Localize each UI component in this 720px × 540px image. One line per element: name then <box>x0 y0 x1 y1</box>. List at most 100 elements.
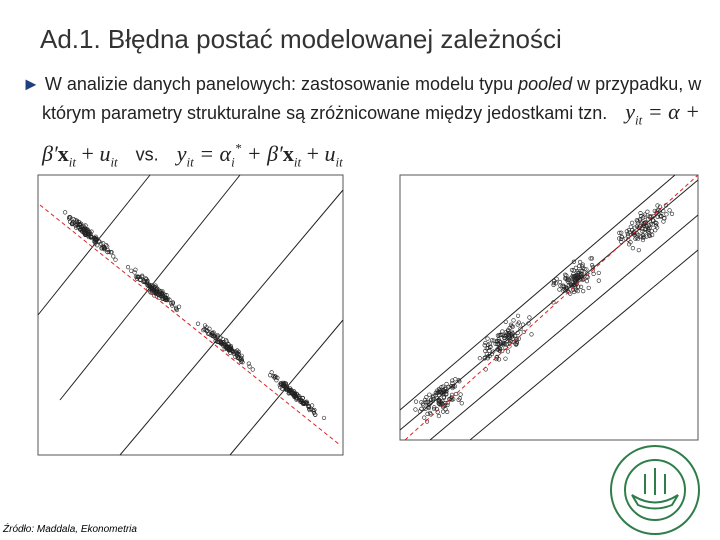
dot <box>484 351 489 357</box>
dot <box>667 208 672 213</box>
dot <box>577 259 583 265</box>
dot <box>83 223 88 228</box>
dot <box>491 338 496 343</box>
dot <box>427 410 433 416</box>
dot <box>571 289 577 295</box>
dot <box>577 273 582 278</box>
dot <box>422 415 427 420</box>
dot <box>437 398 442 403</box>
dot <box>439 390 444 395</box>
dot <box>450 384 455 389</box>
dot <box>99 246 105 251</box>
dot <box>236 352 241 357</box>
dot <box>482 356 487 361</box>
dot <box>642 212 648 217</box>
dot <box>640 237 646 243</box>
dot <box>210 330 215 335</box>
dot <box>444 386 449 391</box>
plot-frame <box>37 174 344 456</box>
dot <box>221 340 226 345</box>
dot <box>554 276 559 282</box>
dot <box>504 333 509 338</box>
formula-part: * <box>234 140 242 156</box>
dot <box>413 407 418 412</box>
dot <box>638 213 644 219</box>
dot <box>321 415 327 421</box>
dot <box>159 291 164 296</box>
dot <box>502 335 507 340</box>
dot <box>558 283 563 288</box>
dot <box>284 385 289 390</box>
dot <box>145 279 150 284</box>
bullet-marker: ► <box>22 74 40 94</box>
dot <box>644 234 649 239</box>
formula-part: + <box>76 140 100 166</box>
dot <box>447 397 452 402</box>
dot <box>74 219 79 224</box>
dot <box>453 391 459 397</box>
dot <box>215 339 221 344</box>
dot <box>444 381 449 387</box>
formula: yit = αi* + β′xit + uit <box>176 140 343 170</box>
dot <box>427 392 432 397</box>
dot <box>144 282 149 287</box>
formula-part: it <box>293 154 302 170</box>
dot <box>493 341 498 347</box>
dot <box>578 284 584 290</box>
dot <box>560 283 565 288</box>
dot <box>646 217 651 222</box>
dot <box>643 226 648 231</box>
formula-part: y <box>625 99 635 124</box>
dot <box>224 339 229 344</box>
dot <box>477 356 482 361</box>
dot <box>638 217 643 222</box>
dot <box>505 349 511 354</box>
dot <box>518 326 523 331</box>
dot <box>89 234 94 239</box>
dot <box>487 341 492 346</box>
dot <box>511 318 516 323</box>
dot <box>495 341 500 347</box>
dot <box>510 339 515 344</box>
dot <box>456 378 461 383</box>
dot <box>165 296 170 301</box>
dot <box>441 394 446 400</box>
dot <box>436 413 441 419</box>
dot <box>495 333 501 338</box>
dot <box>425 411 430 416</box>
dot <box>498 343 503 348</box>
dot <box>74 222 79 227</box>
dot <box>500 342 506 347</box>
dot <box>424 395 429 400</box>
dot <box>589 256 595 261</box>
dot <box>226 347 232 352</box>
dot <box>279 386 285 391</box>
dot <box>664 212 669 217</box>
dot <box>93 241 98 246</box>
dot <box>498 332 503 338</box>
dot <box>445 409 450 415</box>
dot <box>503 356 508 361</box>
dot <box>630 220 635 225</box>
dot <box>439 385 444 390</box>
dot <box>551 282 556 287</box>
dot <box>500 332 505 337</box>
dot <box>218 340 223 345</box>
dot <box>589 263 595 268</box>
dot <box>584 279 590 284</box>
dot <box>101 241 106 246</box>
dot <box>239 358 244 363</box>
dot <box>206 331 211 337</box>
dot <box>584 267 589 272</box>
plot-frame <box>399 174 699 441</box>
dot <box>207 326 212 331</box>
dot <box>591 271 596 277</box>
formula-part: y <box>176 140 187 166</box>
dot <box>586 285 591 291</box>
dot <box>125 265 131 270</box>
dot <box>431 406 437 412</box>
dot <box>440 409 446 414</box>
dot <box>162 294 167 299</box>
dot <box>496 357 502 362</box>
